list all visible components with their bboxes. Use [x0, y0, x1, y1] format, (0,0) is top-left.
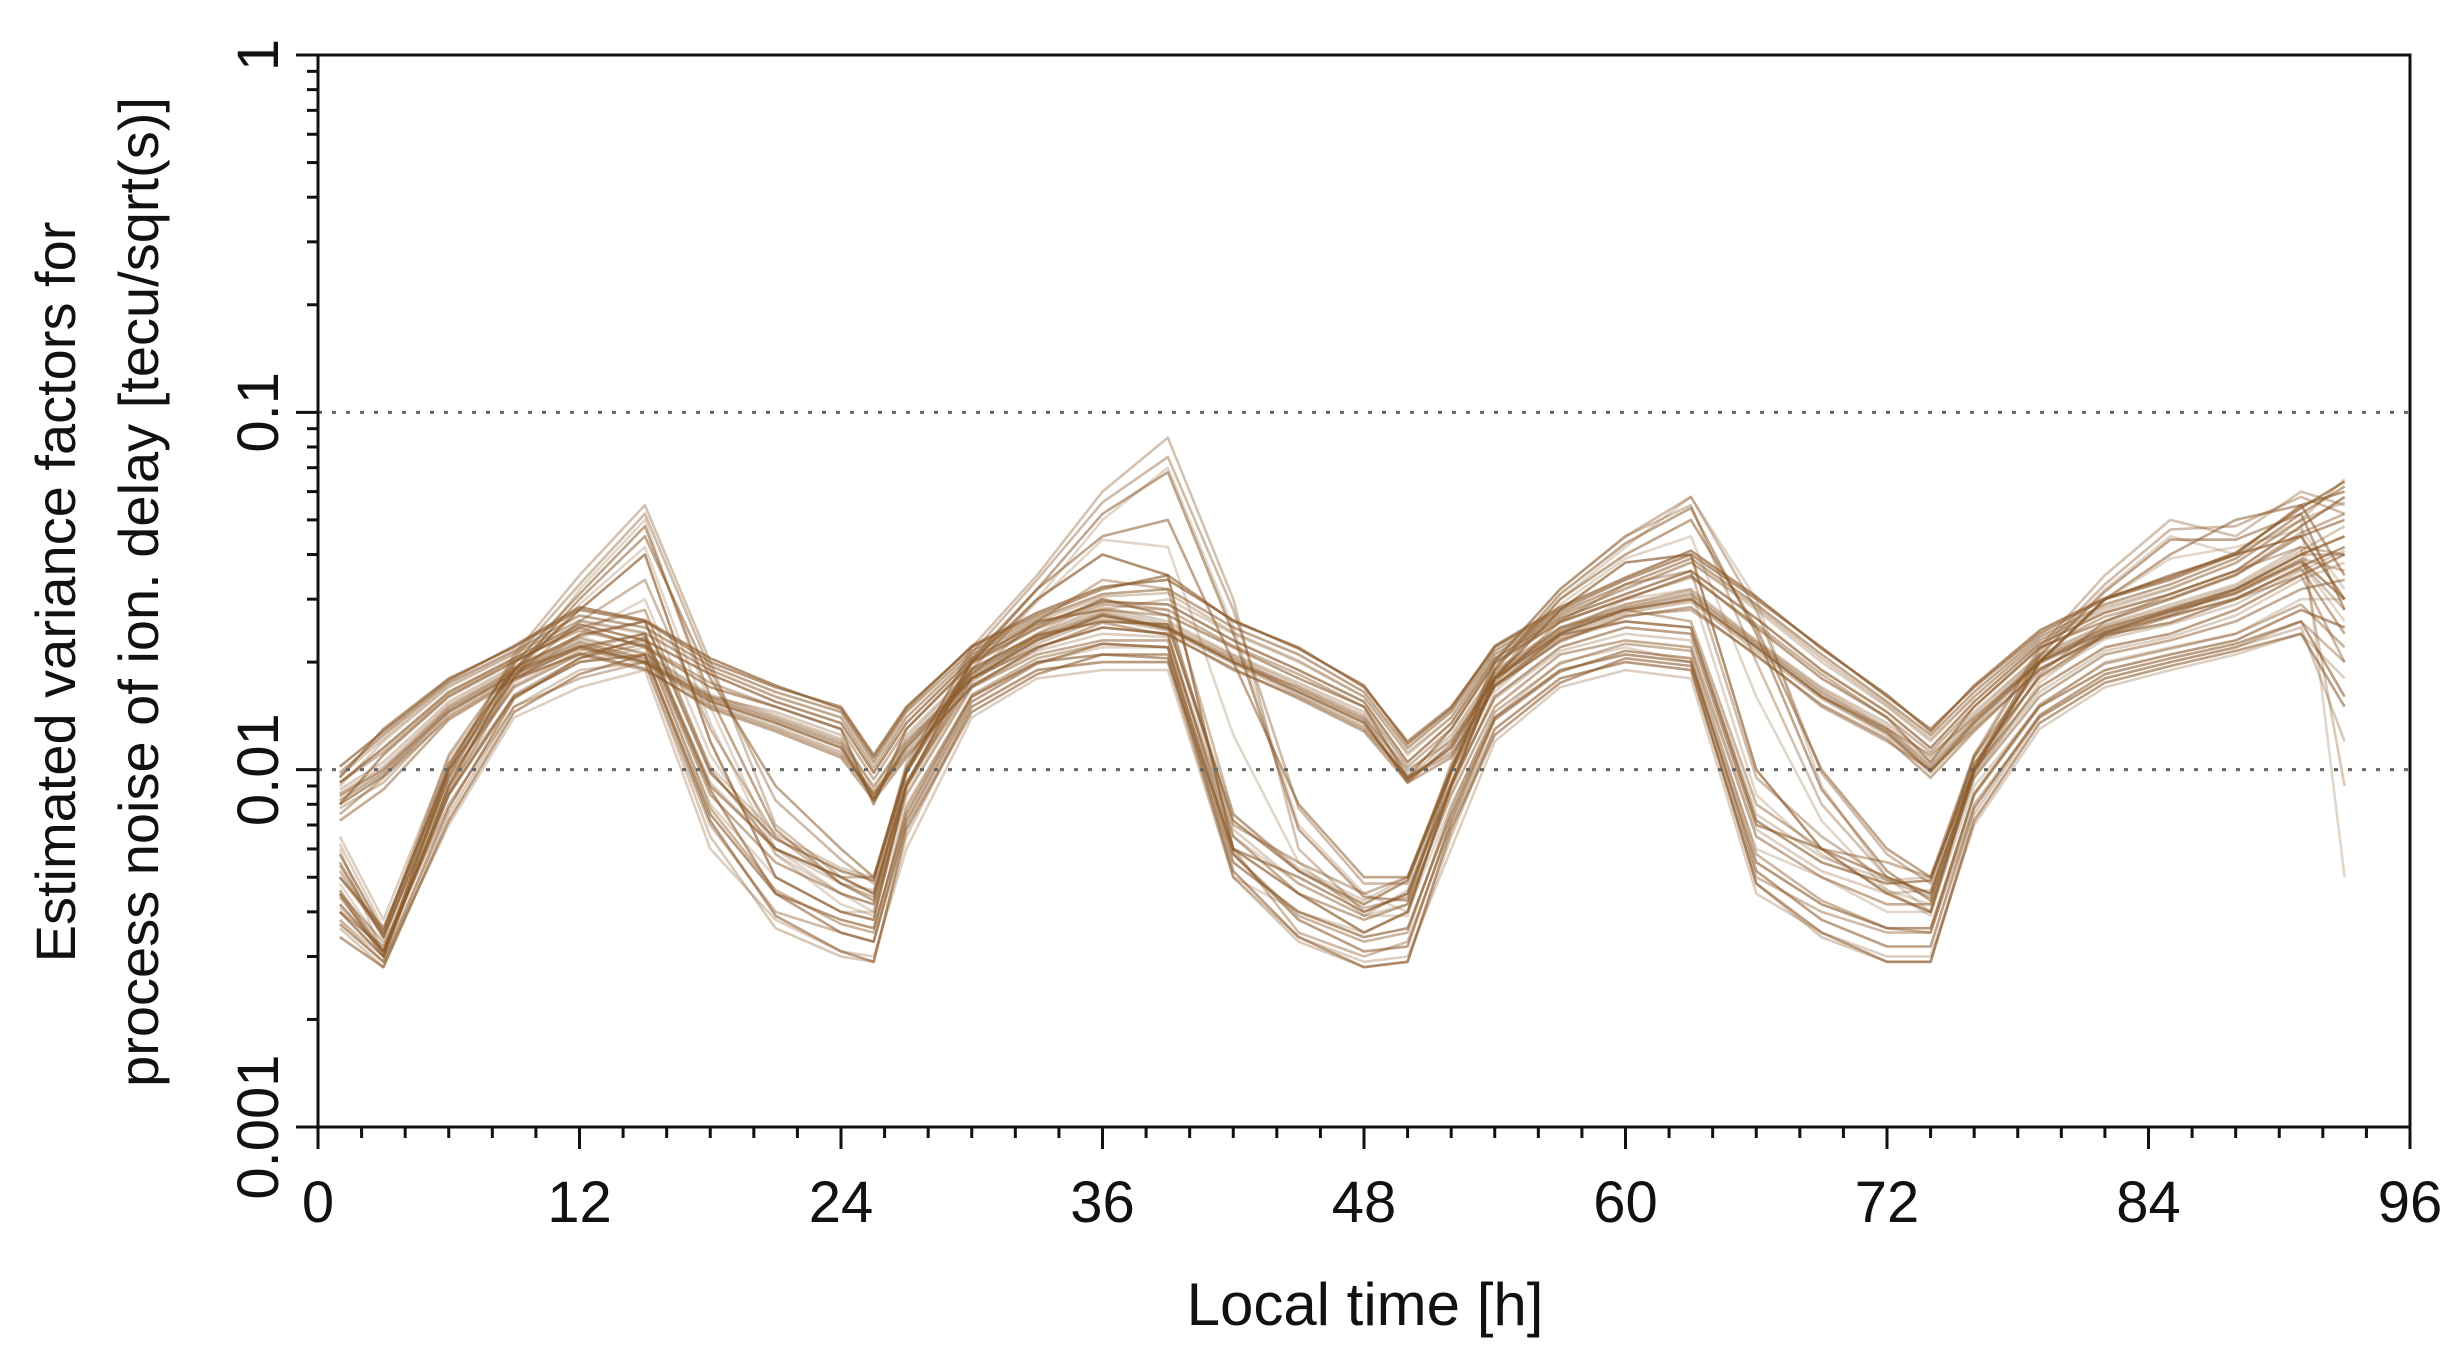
x-tick-label: 72: [1855, 1170, 1920, 1235]
series-line: [338, 632, 2346, 964]
x-tick-label: 36: [1070, 1170, 1135, 1235]
x-tick-label: 24: [809, 1170, 874, 1235]
series-line: [338, 436, 2345, 944]
series-line: [338, 549, 2346, 922]
x-tick-label: 0: [302, 1170, 334, 1235]
series-line: [338, 578, 2345, 939]
series-lines: [338, 436, 2346, 969]
series-line: [338, 535, 2346, 934]
series-line: [338, 553, 2346, 958]
y-axis-ticks: 0.001 0.01 0.1 1: [226, 39, 318, 1200]
series-line: [338, 545, 2346, 934]
x-tick-label: 12: [547, 1170, 612, 1235]
series-line: [338, 561, 2346, 930]
x-tick-label: 96: [2378, 1170, 2443, 1235]
x-tick-label: 48: [1332, 1170, 1397, 1235]
series-line: [338, 620, 2346, 964]
series-line: [338, 603, 2346, 953]
series-line: [338, 518, 2346, 806]
series-line: [339, 545, 2346, 791]
series-line: [338, 470, 2346, 953]
series-line: [339, 559, 2346, 806]
series-line: [338, 478, 2346, 787]
series-line: [338, 455, 2346, 939]
series-line: [338, 495, 2346, 784]
series-line: [339, 567, 2346, 822]
y-tick-label: 0.1: [226, 372, 291, 453]
series-line: [338, 480, 2346, 768]
series-line: [338, 608, 2346, 953]
series-line: [339, 535, 2346, 802]
x-axis-label: Local time [h]: [1187, 1271, 1544, 1338]
series-line: [339, 561, 2346, 810]
series-line: [338, 485, 2346, 774]
y-tick-label: 0.01: [226, 713, 291, 826]
y-axis-label-line1: Estimated variance factors for: [24, 222, 87, 963]
x-tick-label: 60: [1593, 1170, 1658, 1235]
x-tick-label: 84: [2116, 1170, 2181, 1235]
series-line: [339, 525, 2346, 799]
series-line: [338, 501, 2346, 777]
series-line: [338, 528, 2346, 953]
series-line: [339, 512, 2346, 784]
series-line: [338, 561, 2346, 948]
y-tick-label: 0.001: [226, 1054, 291, 1199]
series-line: [339, 557, 2345, 798]
y-tick-label: 1: [226, 39, 291, 71]
series-line: [339, 632, 2346, 969]
x-axis-ticks: 0 12 24 36 48 60 72 84 96: [302, 1127, 2442, 1235]
series-line: [338, 545, 2345, 939]
y-axis-label-line2: process noise of ion. delay [tecu/sqrt(s…: [107, 97, 170, 1087]
